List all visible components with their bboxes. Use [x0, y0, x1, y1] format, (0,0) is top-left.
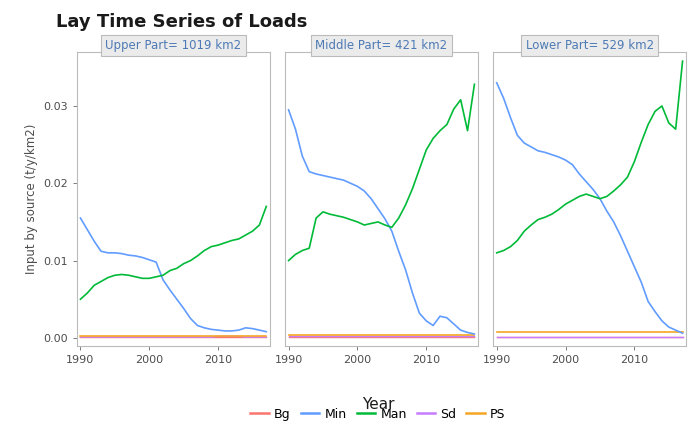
Text: Lay Time Series of Loads: Lay Time Series of Loads: [56, 13, 307, 31]
Title: Middle Part= 421 km2: Middle Part= 421 km2: [316, 39, 447, 52]
Text: Year: Year: [362, 397, 394, 413]
Legend: Bg, Min, Man, Sd, PS: Bg, Min, Man, Sd, PS: [245, 403, 511, 426]
Title: Upper Part= 1019 km2: Upper Part= 1019 km2: [105, 39, 241, 52]
Y-axis label: Input by source (t/y/km2): Input by source (t/y/km2): [25, 124, 38, 274]
Title: Lower Part= 529 km2: Lower Part= 529 km2: [526, 39, 654, 52]
